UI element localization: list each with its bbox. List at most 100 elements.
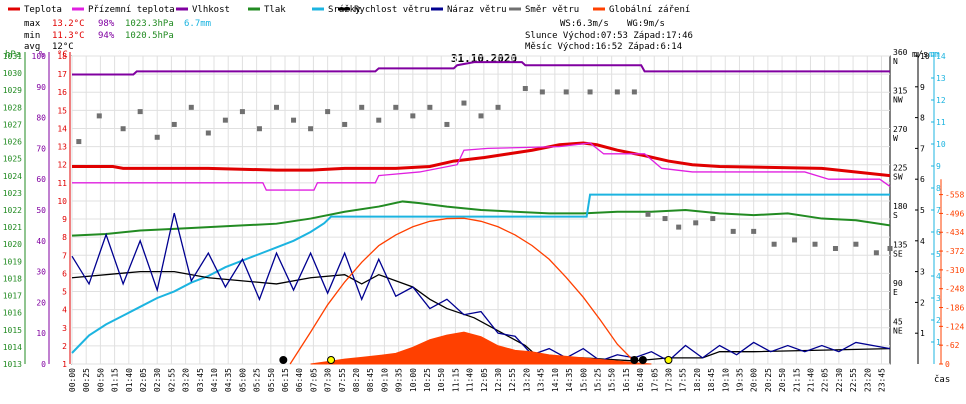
- unit-temp: °C: [57, 50, 68, 60]
- y-tick-label-left_temp: 4: [62, 306, 67, 315]
- dir-tick-compass: E: [893, 288, 898, 297]
- x-tick-label: 05:50: [267, 368, 276, 392]
- x-tick-label: 17:05: [650, 368, 659, 392]
- x-tick-label: 04:10: [210, 368, 219, 392]
- x-tick-label: 23:20: [863, 368, 872, 392]
- legend-label: Rychlost větru: [354, 5, 430, 15]
- info-block: WS:6.3m/s WG:9m/s Slunce Východ:07:53 Zá…: [525, 19, 693, 52]
- series-srážky: [71, 193, 890, 354]
- series-náraz-větru: [71, 212, 891, 362]
- y-tick-label-right_mm: 5: [936, 250, 941, 259]
- x-tick-label: 10:25: [423, 368, 432, 392]
- y-tick-label-left_hpa: 1027: [3, 120, 22, 129]
- x-tick-label: 07:30: [324, 368, 333, 392]
- sun-moon-marker: [664, 356, 673, 364]
- x-tick-label: 02:30: [153, 368, 162, 392]
- y-tick-label-right_mm: 3: [936, 294, 941, 303]
- y-tick-label-left_hpa: 1031: [3, 52, 22, 61]
- radiation-area: [310, 331, 652, 365]
- sun-moon-marker: [638, 356, 647, 364]
- wind-direction-point: [325, 109, 331, 115]
- y-tick-label-left_temp: 7: [62, 251, 67, 260]
- legend-label: Vlhkost: [192, 5, 230, 15]
- y-tick-label-right_ms: 8: [920, 114, 925, 123]
- x-tick-label: 19:10: [721, 368, 730, 392]
- wind-direction-point: [587, 89, 593, 95]
- wind-direction-point: [291, 117, 297, 123]
- x-tick-label: 09:35: [395, 368, 404, 392]
- x-tick-label: 12:55: [508, 368, 517, 392]
- y-tick-label-left_pct: 90: [36, 83, 46, 92]
- x-tick-label: 02:55: [167, 368, 176, 392]
- info-moon: Měsíc Východ:16:52 Západ:6:14: [525, 42, 682, 52]
- y-tick-label-right_ms: 5: [920, 206, 925, 215]
- series-tlak: [71, 200, 891, 237]
- dir-tick-compass: NW: [893, 96, 903, 105]
- dir-tick-label: 360: [893, 48, 908, 57]
- y-tick-label-right_mm: 7: [936, 206, 941, 215]
- x-tick-label: 20:00: [750, 368, 759, 392]
- y-tick-label-left_pct: 50: [36, 206, 46, 215]
- y-tick-label-left_hpa: 1016: [3, 309, 22, 318]
- y-tick-label-left_pct: 10: [36, 329, 46, 338]
- x-tick-label: 09:10: [380, 368, 389, 392]
- y-tick-label-left_hpa: 1019: [3, 257, 22, 266]
- wind-direction-point: [710, 216, 716, 222]
- y-tick-label-right_ms: 4: [920, 237, 925, 246]
- y-tick-label-wm2: -248: [945, 285, 964, 294]
- y-tick-label-left_hpa: 1030: [3, 69, 22, 78]
- y-tick-label-right_mm: 10: [936, 140, 946, 149]
- x-tick-label: 13:45: [537, 368, 546, 392]
- y-tick-label-left_temp: 16: [57, 88, 67, 97]
- x-tick-label: 10:50: [437, 368, 446, 392]
- unit-ms: m/s: [912, 50, 928, 60]
- y-tick-label-right_ms: 3: [920, 268, 925, 277]
- wind-direction-point: [522, 86, 528, 92]
- y-tick-label-right_mm: 14: [936, 52, 946, 61]
- stats-rain: 6.7mm: [184, 19, 211, 29]
- x-tick-label: 15:00: [579, 368, 588, 392]
- y-tick-label-right_ms: 7: [920, 144, 925, 153]
- x-tick-label: 21:15: [792, 368, 801, 392]
- dir-tick-label: 225: [893, 164, 908, 173]
- dir-tick-compass: SW: [893, 173, 903, 182]
- y-tick-label-left_temp: 17: [57, 70, 67, 79]
- wind-direction-point: [274, 104, 279, 110]
- wind-direction-point: [154, 134, 160, 140]
- wind-direction-point: [873, 250, 879, 256]
- x-tick-label: 17:30: [664, 368, 673, 392]
- wind-direction-point: [427, 104, 433, 110]
- sun-moon-marker: [279, 356, 288, 364]
- wind-direction-point: [410, 113, 416, 119]
- y-tick-label-left_hpa: 1015: [3, 326, 22, 335]
- x-tick-label: 12:30: [494, 368, 503, 392]
- stats-max-press: 1023.3hPa: [125, 19, 174, 29]
- y-tick-label-wm2: -372: [945, 247, 964, 256]
- wind-direction-point: [171, 121, 177, 127]
- dir-tick-compass: SE: [893, 250, 903, 259]
- x-tick-label: 15:50: [608, 368, 617, 392]
- x-tick-label: 11:15: [451, 368, 460, 392]
- x-tick-label: 00:00: [68, 368, 77, 392]
- info-ws: WS:6.3m/s: [560, 19, 609, 29]
- y-tick-label-left_hpa: 1013: [3, 360, 22, 369]
- x-tick-label: 12:05: [480, 368, 489, 392]
- y-tick-label-wm2: 0: [945, 360, 950, 369]
- y-tick-label-right_mm: 12: [936, 96, 946, 105]
- x-tick-label: 20:50: [778, 368, 787, 392]
- stats-max-hum: 98%: [98, 19, 115, 29]
- stats-avg-label: avg: [24, 42, 40, 52]
- x-tick-label: 13:20: [522, 368, 531, 392]
- legend-label: Teplota: [24, 5, 62, 15]
- stats-min-temp: 11.3°C: [52, 31, 85, 41]
- stats-block: max 13.2°C 98% 1023.3hPa 6.7mm min 11.3°…: [24, 19, 211, 52]
- x-tick-label: 22:30: [835, 368, 844, 392]
- x-tick-label: 16:40: [636, 368, 645, 392]
- wind-direction-point: [342, 121, 348, 127]
- x-tick-label: 00:25: [82, 368, 91, 392]
- x-tick-label: 22:05: [821, 368, 830, 392]
- y-tick-label-left_temp: 15: [57, 106, 67, 115]
